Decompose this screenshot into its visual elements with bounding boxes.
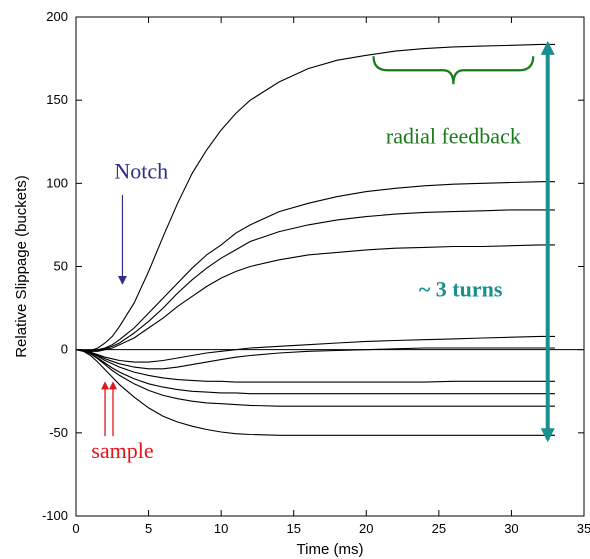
x-axis: 0 5 10 15 20 25 30 35	[72, 17, 590, 536]
series-line-9	[75, 349, 555, 407]
sample-label: sample	[91, 438, 153, 463]
annotations: radial feedback Notch ~ 3 turns sample	[91, 40, 555, 463]
x-axis-title: Time (ms)	[297, 541, 364, 558]
x-tick-label: 5	[145, 521, 152, 536]
series-line-8	[75, 349, 555, 395]
y-tick-label: 100	[46, 175, 68, 190]
x-tick-label: 35	[577, 521, 590, 536]
y-tick-label: -50	[49, 425, 68, 440]
series-line-4	[75, 244, 555, 352]
turns-label: ~ 3 turns	[419, 276, 503, 301]
y-axis: -100 -50 0 50 100 150 200	[42, 9, 584, 523]
y-axis-title: Relative Slippage (buckets)	[13, 175, 30, 358]
x-tick-label: 25	[432, 521, 446, 536]
x-tick-label: 20	[359, 521, 373, 536]
series-group	[75, 43, 555, 436]
y-tick-label: 150	[46, 92, 68, 107]
x-tick-label: 15	[286, 521, 300, 536]
y-tick-label: 50	[54, 259, 68, 274]
y-tick-label: 200	[46, 9, 68, 24]
y-tick-label: 0	[61, 342, 68, 357]
series-line-2	[75, 181, 555, 352]
radial-feedback-brace	[372, 56, 535, 85]
series-line-3	[75, 209, 555, 352]
x-tick-label: 30	[504, 521, 518, 536]
y-tick-label: -100	[42, 508, 68, 523]
x-tick-label: 10	[214, 521, 228, 536]
series-line-6	[75, 347, 555, 370]
series-line-7	[75, 349, 555, 383]
series-line-5	[75, 335, 555, 363]
x-tick-label: 0	[72, 521, 79, 536]
series-line-1	[75, 43, 555, 352]
radial-feedback-label: radial feedback	[386, 123, 521, 148]
series-line-10	[75, 349, 555, 436]
notch-label: Notch	[114, 158, 168, 183]
